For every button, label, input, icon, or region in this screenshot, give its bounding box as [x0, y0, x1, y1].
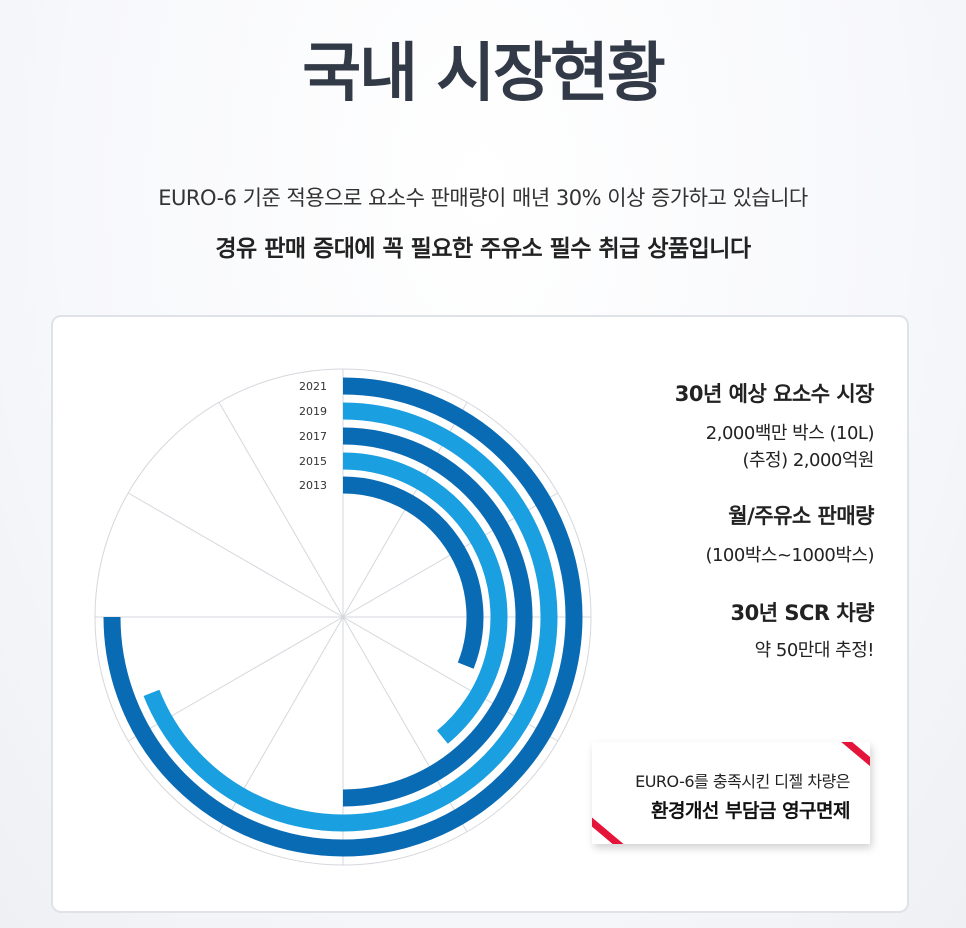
subtitle-line2: 경유 판매 증대에 꼭 필요한 주유소 필수 취급 상품입니다 [215, 236, 751, 262]
scr-info: 30년 SCR 차량 약 50만대 추정! [730, 597, 874, 664]
sales-info: 월/주유소 판매량 (100박스~1000박스) [705, 500, 874, 569]
subtitle-line1: EURO-6 기준 적용으로 요소수 판매량이 매년 30% 이상 증가하고 있… [158, 186, 808, 210]
year-label-2019: 2019 [299, 405, 327, 418]
bar-2015 [342, 452, 508, 744]
chart-labels: 2021 2019 2017 2015 2013 [299, 380, 327, 492]
year-label-2017: 2017 [299, 430, 327, 443]
bar-2013 [342, 476, 484, 669]
scr-line1: 약 50만대 추정! [754, 640, 875, 661]
market-line2: (추정) 2,000억원 [742, 450, 874, 471]
year-label-2015: 2015 [299, 455, 327, 468]
year-label-2013: 2013 [299, 479, 327, 492]
market-info: 30년 예상 요소수 시장 2,000백만 박스 (10L) (추정) 2,00… [674, 378, 875, 474]
callout-line1: EURO-6를 충족시킨 디젤 차량은 [635, 772, 850, 791]
bar-2021 [103, 377, 583, 857]
bar-2017 [342, 427, 533, 807]
scr-heading: 30년 SCR 차량 [730, 601, 874, 625]
grid-spoke [127, 492, 344, 618]
sales-line1: (100박스~1000박스) [705, 545, 874, 566]
callout-line2: 환경개선 부담금 영구면제 [650, 800, 851, 822]
chart-bars [103, 377, 583, 857]
market-line1: 2,000백만 박스 (10L) [705, 423, 875, 444]
market-heading: 30년 예상 요소수 시장 [674, 382, 875, 406]
sales-heading: 월/주유소 판매량 [728, 504, 874, 528]
year-label-2021: 2021 [299, 380, 327, 393]
grid-spoke [218, 401, 344, 618]
callout-box: EURO-6를 충족시킨 디젤 차량은 환경개선 부담금 영구면제 [592, 742, 870, 844]
bar-2019 [143, 402, 558, 832]
page-title: 국내 시장현황 [302, 37, 666, 111]
